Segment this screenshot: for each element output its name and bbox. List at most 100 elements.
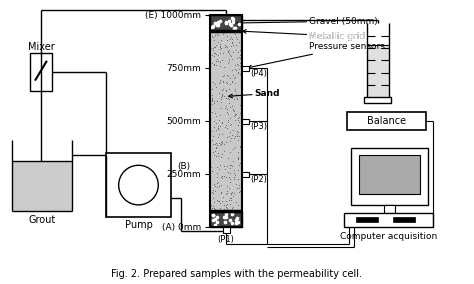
Point (217, 18, 224, 23)
Point (222, 215, 229, 219)
Point (213, 22, 221, 27)
Point (234, 130, 242, 134)
Point (216, 199, 223, 204)
Point (223, 106, 230, 111)
Point (228, 80, 236, 84)
Point (226, 201, 234, 206)
Point (210, 61, 218, 66)
Point (231, 173, 239, 178)
Point (229, 73, 237, 77)
Text: Grout: Grout (28, 215, 55, 225)
Text: Mixer: Mixer (27, 42, 55, 52)
Point (216, 123, 223, 128)
Point (233, 97, 241, 101)
Point (228, 206, 236, 210)
Point (233, 96, 241, 100)
Point (229, 17, 237, 21)
Point (211, 51, 219, 55)
Point (217, 63, 224, 68)
Point (218, 140, 225, 145)
Point (234, 177, 242, 182)
Point (235, 116, 242, 121)
Point (224, 134, 231, 139)
Point (218, 174, 226, 178)
Point (227, 129, 234, 134)
Point (212, 42, 219, 47)
Point (228, 136, 235, 140)
Text: (A) 0mm: (A) 0mm (162, 223, 201, 232)
Text: 250mm: 250mm (167, 170, 201, 179)
Point (235, 66, 243, 71)
Point (211, 217, 219, 221)
Bar (242, 119, 249, 124)
Point (213, 220, 220, 224)
Point (225, 97, 233, 102)
Point (233, 134, 241, 139)
Point (215, 167, 223, 172)
Text: (P1): (P1) (218, 235, 235, 244)
Point (215, 184, 222, 189)
Text: (P3): (P3) (250, 122, 267, 131)
Point (226, 81, 234, 86)
Point (222, 96, 230, 100)
Point (232, 112, 240, 116)
Point (229, 205, 237, 210)
Point (218, 132, 226, 137)
Point (227, 191, 234, 195)
Point (233, 129, 241, 133)
Point (215, 183, 223, 188)
Point (222, 199, 230, 203)
Point (228, 23, 235, 27)
Point (209, 168, 216, 173)
Point (212, 154, 220, 158)
Point (232, 181, 239, 186)
Point (231, 75, 239, 79)
Point (221, 106, 229, 110)
Point (226, 101, 233, 105)
Point (210, 153, 218, 157)
Text: Pump: Pump (125, 220, 153, 230)
Point (212, 82, 219, 87)
Point (226, 139, 233, 143)
Point (234, 156, 241, 160)
Point (234, 185, 241, 190)
Point (221, 43, 228, 47)
Point (216, 131, 223, 136)
Point (220, 207, 228, 211)
Point (233, 55, 241, 60)
Point (212, 144, 219, 149)
Bar (344, 213, 433, 227)
Point (230, 171, 238, 176)
Point (213, 113, 220, 118)
Point (209, 96, 216, 101)
Point (213, 120, 220, 125)
Point (219, 87, 227, 91)
Point (227, 122, 234, 127)
Point (221, 125, 229, 129)
Point (236, 134, 243, 139)
Point (228, 57, 236, 62)
Bar (30, 53, 52, 91)
Point (231, 88, 239, 93)
Point (208, 60, 216, 65)
Point (217, 201, 224, 206)
Bar (106, 153, 171, 217)
Point (226, 116, 234, 120)
Text: (P2): (P2) (250, 175, 267, 184)
Point (221, 167, 229, 172)
Point (213, 59, 220, 63)
Point (209, 204, 217, 208)
Point (226, 48, 233, 52)
Point (227, 54, 235, 59)
Point (219, 141, 226, 145)
Point (236, 64, 244, 69)
Point (224, 120, 232, 124)
Point (211, 149, 219, 154)
Point (211, 206, 219, 211)
Point (212, 222, 219, 227)
Point (229, 107, 237, 111)
Point (228, 92, 236, 97)
Point (223, 44, 230, 49)
Point (210, 99, 218, 104)
Point (210, 45, 218, 49)
